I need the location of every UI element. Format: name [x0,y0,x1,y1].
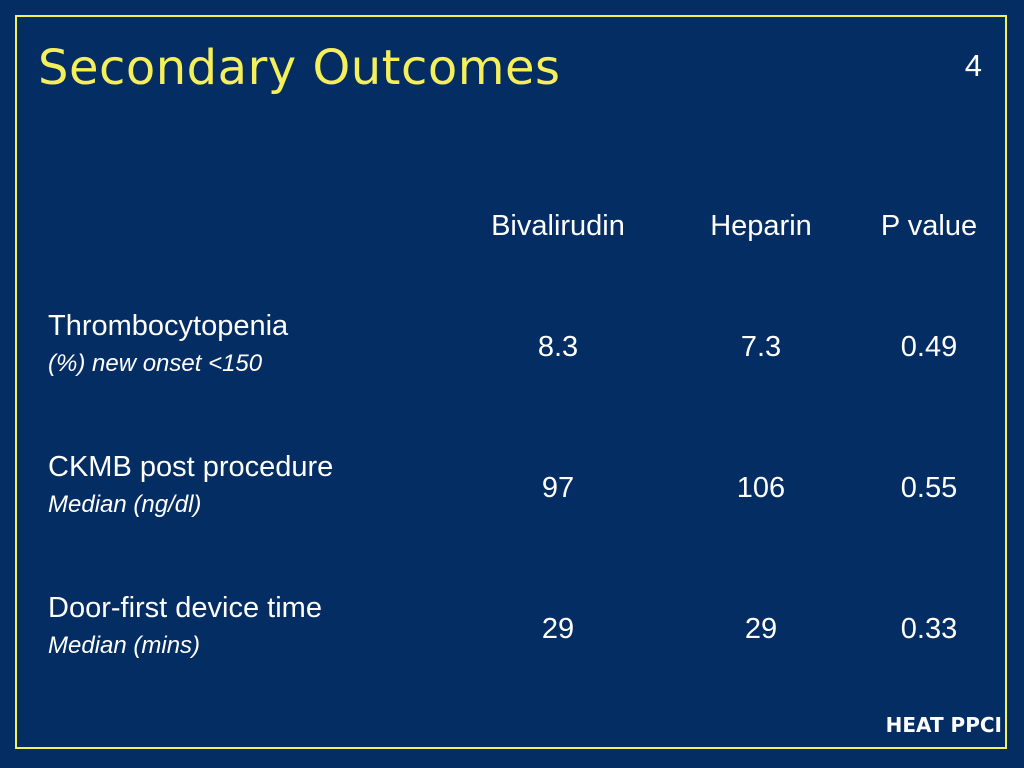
row-label-sub: (%) new onset <150 [48,350,263,377]
row-label-main: Door-first device time [48,592,322,624]
page-number: 4 [964,48,982,83]
column-header-heparin: Heparin [710,210,812,242]
row-label-main: Thrombocytopenia [48,310,289,342]
row-label-main: CKMB post procedure [48,451,334,483]
cell-ckmb-p-value: 0.55 [900,472,958,504]
row-label-door-first-device-time: Door-first device time Median (mins) [48,588,428,664]
row-label-sub: Median (ng/dl) [48,491,202,518]
cell-thrombocytopenia-p-value: 0.49 [900,331,958,363]
column-header-p-value: P value [880,210,978,242]
slide-border [15,15,1007,749]
cell-thrombocytopenia-heparin: 7.3 [740,331,782,363]
footer-trial-name: HEAT PPCI [885,713,1002,737]
row-label-thrombocytopenia: Thrombocytopenia (%) new onset <150 [48,306,428,382]
cell-door-first-device-time-heparin: 29 [744,613,778,645]
row-label-sub: Median (mins) [48,632,201,659]
cell-door-first-device-time-bivalirudin: 29 [541,613,575,645]
cell-ckmb-bivalirudin: 97 [541,472,575,504]
cell-door-first-device-time-p-value: 0.33 [900,613,958,645]
cell-thrombocytopenia-bivalirudin: 8.3 [537,331,579,363]
cell-ckmb-heparin: 106 [736,472,786,504]
slide-title: Secondary Outcomes [38,40,561,96]
column-header-bivalirudin: Bivalirudin [491,210,625,242]
row-label-ckmb: CKMB post procedure Median (ng/dl) [48,447,428,523]
